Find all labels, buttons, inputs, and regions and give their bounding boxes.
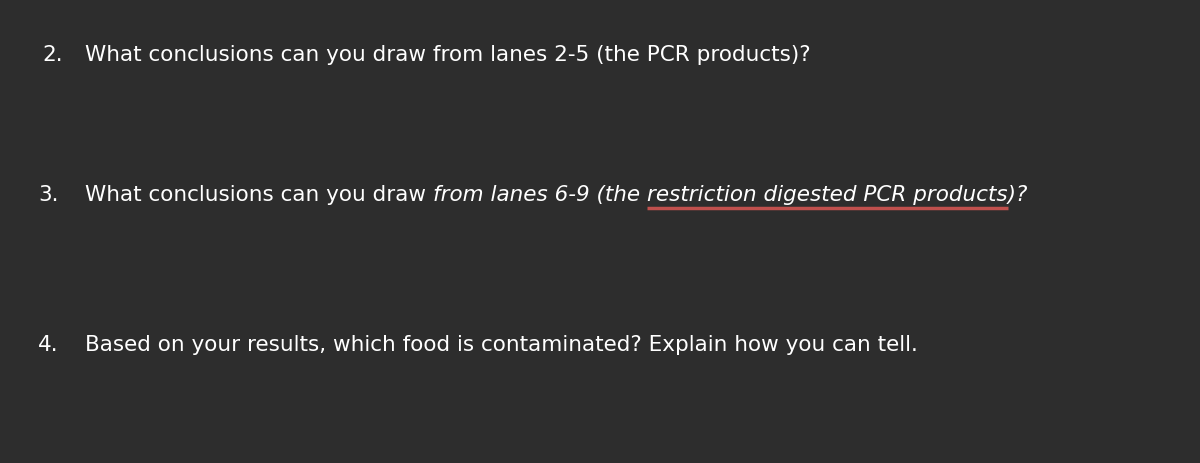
Text: What conclusions can you draw from lanes 2-5 (the PCR products)?: What conclusions can you draw from lanes… — [85, 45, 811, 65]
Text: What conclusions can you draw: What conclusions can you draw — [85, 185, 433, 205]
Text: 4.: 4. — [38, 334, 59, 354]
Text: 3.: 3. — [38, 185, 59, 205]
Text: Based on your results, which food is contaminated? Explain how you can tell.: Based on your results, which food is con… — [85, 334, 918, 354]
Text: from lanes 6-9 (the restriction digested PCR products)?: from lanes 6-9 (the restriction digested… — [433, 185, 1027, 205]
Text: 2.: 2. — [42, 45, 62, 65]
